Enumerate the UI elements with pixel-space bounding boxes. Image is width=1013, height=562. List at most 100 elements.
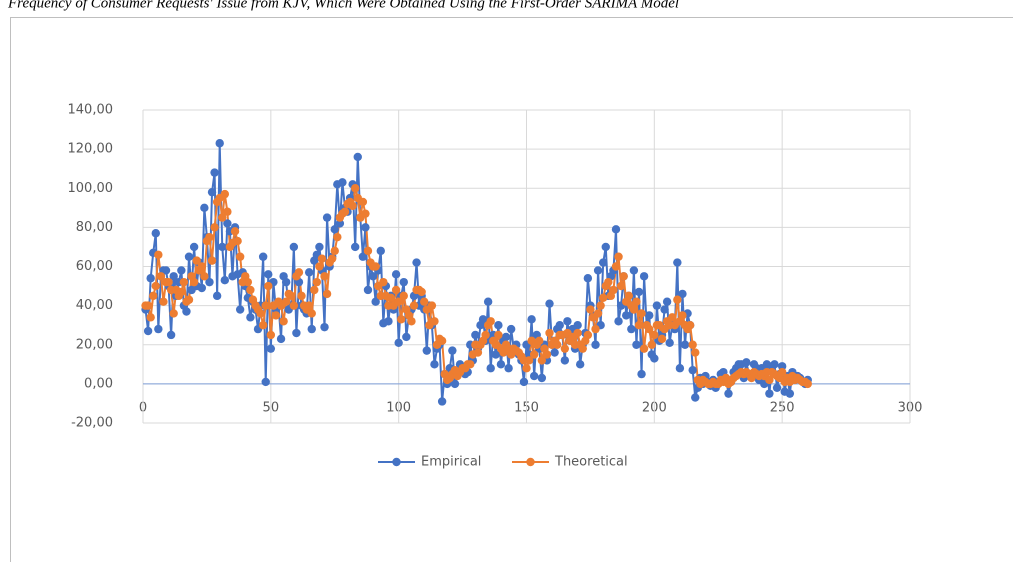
marker [212, 291, 222, 301]
marker [235, 252, 245, 261]
marker [276, 334, 286, 344]
y-tick-label: 140,00 [68, 103, 114, 118]
marker [639, 272, 649, 281]
marker [312, 277, 322, 287]
marker [189, 277, 199, 287]
marker [545, 328, 554, 338]
marker [680, 340, 690, 349]
marker [627, 324, 636, 334]
marker [777, 362, 787, 371]
marker [166, 330, 176, 340]
marker [207, 187, 217, 197]
marker [545, 299, 554, 308]
marker [246, 285, 255, 295]
marker [450, 379, 460, 389]
marker [437, 336, 447, 346]
marker [657, 334, 667, 344]
marker [678, 311, 687, 320]
marker [673, 295, 682, 304]
marker [673, 258, 682, 267]
marker [151, 281, 160, 291]
marker [363, 246, 373, 256]
marker [591, 340, 600, 349]
marker [330, 246, 339, 256]
marker [486, 317, 495, 326]
marker [371, 262, 380, 271]
marker [315, 242, 324, 252]
marker [154, 324, 163, 334]
marker [281, 277, 291, 287]
marker [143, 326, 153, 336]
marker [535, 336, 544, 346]
marker [264, 281, 273, 291]
marker [333, 232, 342, 242]
marker [637, 309, 646, 318]
marker [611, 262, 621, 271]
marker [177, 287, 186, 297]
marker [529, 350, 539, 359]
marker [409, 301, 419, 310]
marker [647, 340, 656, 349]
marker [307, 309, 316, 318]
marker [230, 227, 240, 236]
marker [189, 242, 199, 252]
marker [662, 297, 672, 306]
marker [550, 348, 559, 357]
marker [210, 223, 219, 232]
marker [466, 360, 475, 369]
marker [371, 297, 380, 306]
marker [634, 320, 644, 330]
marker [412, 258, 421, 267]
marker [448, 346, 457, 355]
marker [619, 272, 628, 281]
marker [593, 266, 603, 275]
marker [688, 340, 697, 349]
marker [601, 242, 610, 252]
marker [287, 291, 296, 301]
marker [417, 287, 426, 297]
y-tick-label: 60,00 [76, 259, 113, 274]
marker [583, 274, 593, 283]
marker [632, 340, 641, 349]
marker [629, 305, 639, 314]
marker [379, 277, 388, 287]
marker [481, 330, 490, 340]
marker [614, 252, 623, 261]
marker [146, 313, 155, 322]
marker [233, 236, 242, 246]
marker [591, 324, 600, 334]
marker [772, 383, 782, 392]
marker [675, 364, 685, 373]
marker [742, 358, 751, 367]
marker [573, 320, 582, 330]
marker [330, 225, 339, 234]
marker [289, 242, 299, 252]
marker [368, 272, 378, 281]
marker [691, 393, 700, 402]
marker [304, 301, 314, 310]
marker [496, 360, 506, 369]
marker [363, 285, 373, 295]
marker [220, 275, 230, 285]
marker [407, 317, 416, 326]
marker [632, 297, 641, 306]
marker [645, 324, 654, 334]
marker [537, 373, 547, 383]
marker [522, 364, 531, 373]
marker [665, 338, 674, 347]
marker [650, 330, 659, 340]
marker [604, 277, 613, 287]
marker [307, 324, 316, 334]
marker [599, 258, 608, 267]
y-tick-label: 0,00 [84, 376, 113, 391]
marker [777, 367, 787, 377]
marker [650, 354, 659, 363]
marker [192, 256, 201, 265]
marker [624, 291, 633, 301]
marker [146, 274, 155, 283]
marker [504, 364, 513, 373]
marker [394, 338, 403, 347]
marker [223, 207, 232, 216]
marker [639, 344, 649, 353]
y-tick-label: 80,00 [76, 220, 113, 235]
